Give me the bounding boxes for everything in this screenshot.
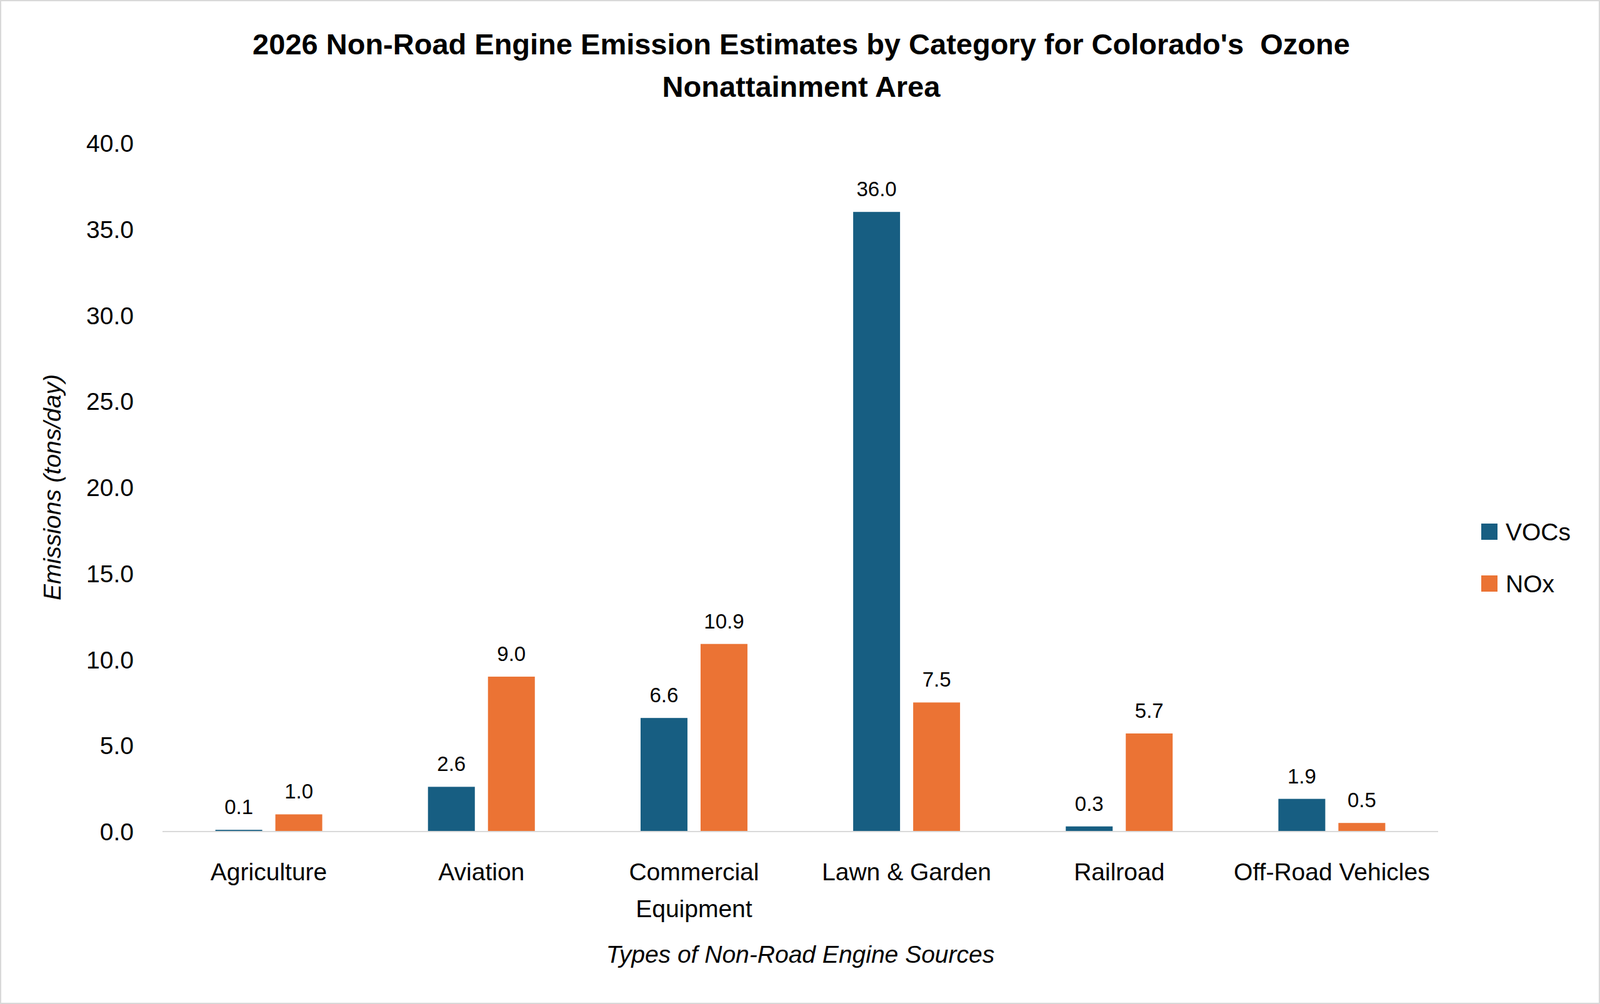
bar — [428, 786, 475, 832]
title-line: Nonattainment Area — [662, 70, 942, 104]
bar — [275, 814, 323, 832]
data-label: 5.7 — [1135, 699, 1164, 723]
y-tick-label: 30.0 — [86, 302, 134, 330]
x-tick-label: Railroad — [1073, 858, 1165, 886]
data-label: 36.0 — [856, 177, 897, 201]
bar — [1338, 823, 1385, 832]
x-tick-label: Lawn & Garden — [821, 858, 992, 886]
x-tick-label: Agriculture — [210, 858, 327, 886]
data-label: 2.6 — [436, 752, 466, 776]
bar — [1065, 826, 1113, 832]
x-axis-line — [162, 831, 1439, 833]
x-tick-label: Off-Road Vehicles — [1233, 858, 1430, 886]
y-tick-label: 35.0 — [86, 216, 134, 244]
x-tick-line: Railroad — [1073, 858, 1165, 886]
y-tick-label: 10.0 — [86, 646, 134, 674]
legend-swatch — [1481, 523, 1498, 540]
x-tick-line: Off-Road Vehicles — [1233, 858, 1430, 886]
x-tick-line: Commercial — [628, 858, 759, 886]
data-labels: 0.1 1.0 2.6 9.0 6.6 10.9 36.0 7.5 0.3 5.7 1.9 0.5 — [224, 177, 1377, 819]
y-tick-label: 40.0 — [86, 130, 134, 157]
data-label: 10.9 — [703, 610, 744, 634]
bar — [1278, 799, 1325, 832]
y-tick-label: 20.0 — [86, 474, 134, 502]
data-label: 0.1 — [224, 795, 254, 819]
legend-swatch — [1481, 575, 1498, 592]
x-tick-line: Aviation — [438, 858, 525, 886]
bar — [488, 676, 535, 832]
x-tick-line: Agriculture — [210, 858, 327, 886]
x-axis-title: Types of Non-Road Engine Sources — [606, 941, 995, 969]
legend: VOCs NOx — [1481, 518, 1571, 598]
chart: 2026 Non-Road Engine Emission Estimates … — [1, 1, 1599, 1004]
legend-label: NOx — [1505, 570, 1555, 598]
data-label: 0.3 — [1075, 792, 1104, 816]
title-line: 2026 Non-Road Engine Emission Estimates … — [252, 27, 1350, 61]
bar — [913, 702, 960, 832]
bars — [215, 211, 1386, 832]
chart-frame: 2026 Non-Road Engine Emission Estimates … — [0, 0, 1600, 1004]
data-label: 6.6 — [649, 683, 679, 707]
legend-label: VOCs — [1505, 518, 1571, 546]
x-tick-label: Commercial Equipment — [628, 858, 759, 923]
y-tick-label: 5.0 — [100, 732, 134, 760]
x-tick-label: Aviation — [438, 858, 525, 886]
x-tick-line: Lawn & Garden — [821, 858, 992, 886]
x-tick-line: Equipment — [635, 895, 753, 923]
bar — [640, 718, 688, 832]
y-tick-label: 0.0 — [100, 818, 134, 846]
y-axis-title: Emissions (tons/day) — [38, 374, 66, 601]
data-label: 7.5 — [922, 668, 952, 692]
data-label: 1.9 — [1287, 765, 1317, 789]
y-tick-label: 25.0 — [86, 388, 134, 415]
bar — [700, 644, 748, 832]
title: 2026 Non-Road Engine Emission Estimates … — [252, 27, 1350, 104]
data-label: 9.0 — [496, 642, 526, 666]
y-tick-label: 15.0 — [86, 560, 134, 588]
bar — [1125, 733, 1173, 832]
bar — [853, 211, 900, 832]
data-label: 1.0 — [284, 780, 314, 804]
data-label: 0.5 — [1347, 788, 1377, 812]
